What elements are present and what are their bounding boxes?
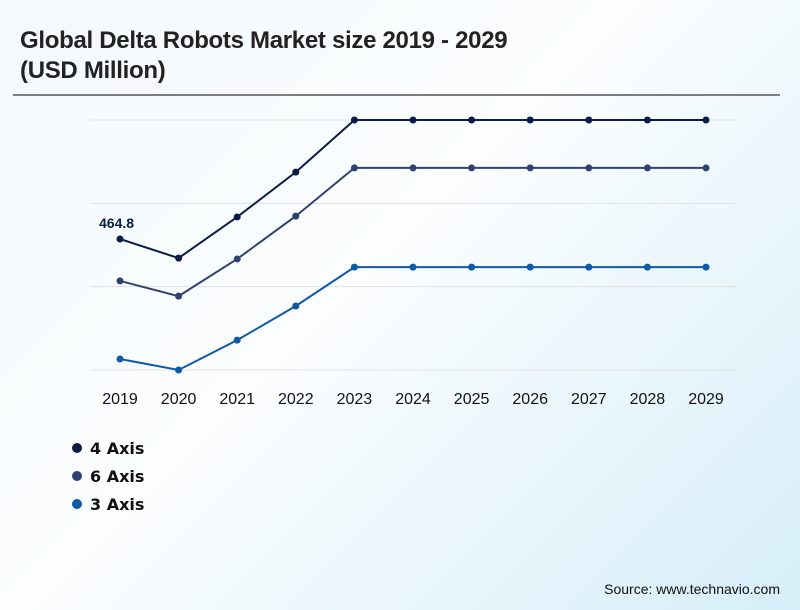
data-point (585, 263, 593, 271)
x-tick-label: 2028 (630, 391, 666, 408)
series-line-4-axis (119, 119, 706, 260)
data-point (702, 164, 710, 172)
series-points (116, 116, 710, 374)
data-point (409, 116, 417, 124)
x-tick-label: 2019 (102, 391, 138, 408)
data-point (175, 366, 183, 374)
data-point (702, 116, 710, 124)
x-tick-label: 2025 (454, 391, 490, 408)
source-note: Source: www.technavio.com (604, 581, 780, 597)
chart-title-line1: Global Delta Robots Market size 2019 - 2… (20, 27, 508, 54)
data-point (292, 212, 300, 220)
data-label: 464.8 (99, 215, 134, 231)
series-lines (119, 119, 706, 372)
line-chart: 464.8 2019 2020 2021 2022 2023 2024 2025 2026 20… (90, 116, 737, 408)
x-tick-label: 2022 (278, 391, 314, 408)
data-point (350, 116, 358, 124)
data-point (468, 263, 476, 271)
x-tick-label: 2020 (161, 391, 197, 408)
legend-marker-icon (72, 443, 82, 453)
x-tick-label: 2029 (688, 391, 724, 408)
data-point (585, 116, 593, 124)
series-line-3-axis (119, 266, 706, 372)
data-point (292, 168, 300, 176)
data-point (643, 263, 651, 271)
data-point (116, 277, 124, 285)
data-point (233, 213, 241, 221)
data-point (526, 164, 534, 172)
legend-item-6-axis[interactable]: 6 Axis (72, 462, 144, 490)
series-line-6-axis (119, 166, 706, 298)
data-point (643, 164, 651, 172)
data-point (585, 164, 593, 172)
legend-item-3-axis[interactable]: 3 Axis (72, 490, 144, 518)
x-tick-label: 2024 (395, 391, 431, 408)
data-labels: 464.8 (99, 215, 134, 231)
legend-label: 6 Axis (90, 466, 145, 486)
data-point (233, 255, 241, 263)
x-tick-label: 2023 (337, 391, 373, 408)
data-point (526, 263, 534, 271)
title-divider (13, 94, 780, 96)
data-point (409, 164, 417, 172)
legend-label: 3 Axis (90, 494, 145, 514)
data-point (409, 263, 417, 271)
legend: 4 Axis 6 Axis 3 Axis (72, 434, 144, 518)
data-point (116, 235, 124, 243)
data-point (292, 302, 300, 310)
legend-marker-icon (72, 499, 82, 509)
data-point (350, 263, 358, 271)
chart-title: Global Delta Robots Market size 2019 - 2… (20, 26, 780, 86)
data-point (116, 355, 124, 363)
legend-marker-icon (72, 471, 82, 481)
data-point (468, 116, 476, 124)
x-tick-label: 2027 (571, 391, 607, 408)
data-point (175, 254, 183, 262)
data-point (175, 292, 183, 300)
legend-item-4-axis[interactable]: 4 Axis (72, 434, 144, 462)
data-point (468, 164, 476, 172)
legend-label: 4 Axis (90, 438, 145, 458)
chart-title-line2: (USD Million) (20, 57, 166, 84)
x-tick-label: 2021 (219, 391, 255, 408)
gridlines (90, 119, 737, 371)
data-point (702, 263, 710, 271)
data-point (350, 164, 358, 172)
data-point (233, 336, 241, 344)
data-point (526, 116, 534, 124)
x-axis-ticks: 2019 2020 2021 2022 2023 2024 2025 2026 2027 2028… (102, 391, 724, 408)
data-point (643, 116, 651, 124)
x-tick-label: 2026 (512, 391, 548, 408)
